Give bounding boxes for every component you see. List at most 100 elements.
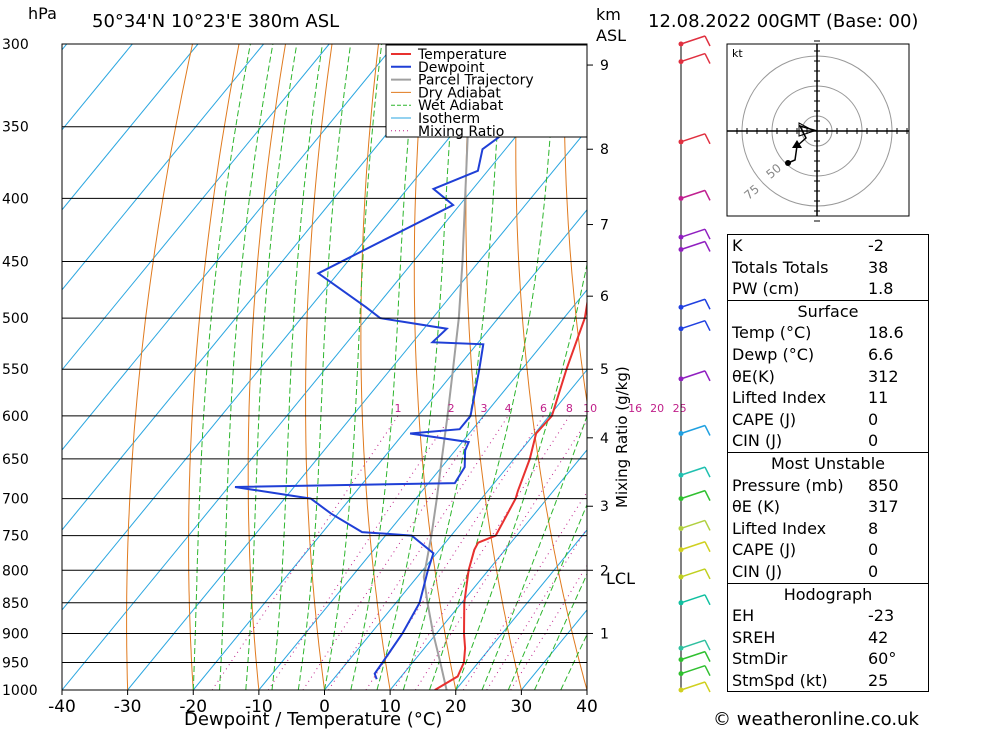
- index-row-totals: Totals Totals 38: [732, 257, 889, 277]
- hodograph-section: Hodograph EH -23 SREH 42 StmDir 60° StmSpd …: [728, 582, 928, 692]
- legend-entry: Parcel Trajectory: [418, 73, 534, 89]
- wind-level-dot: [678, 41, 684, 47]
- wind-barb: [680, 639, 706, 649]
- hodograph-unit-label: kt: [732, 47, 743, 60]
- most-unstable-title: Most Unstable: [771, 453, 885, 473]
- pressure-tick-label: 450: [2, 255, 29, 271]
- wind-barb: [680, 240, 706, 251]
- km-tick-label: 7: [600, 218, 609, 234]
- x-tick-label: 0: [319, 697, 330, 717]
- datetime-title: 12.08.2022 00GMT (Base: 00): [648, 11, 919, 32]
- isotherm-line: [62, 44, 199, 211]
- hodograph-title: Hodograph: [783, 584, 873, 604]
- wind-level-dot: [678, 574, 684, 580]
- wind-barb: [680, 519, 706, 530]
- mixing-ratio-line: [328, 415, 509, 690]
- pressure-tick-label: 950: [2, 655, 29, 671]
- pressure-tick-label: 700: [2, 492, 29, 508]
- wind-barb: [680, 664, 706, 675]
- surface-title: Surface: [797, 301, 859, 321]
- x-tick-label: -40: [48, 697, 76, 717]
- wind-barb-flag: [704, 466, 711, 478]
- wind-level-dot: [678, 246, 684, 252]
- km-tick-label: 4: [600, 431, 609, 447]
- wind-level-dot: [678, 525, 684, 531]
- x-tick-label: -10: [245, 697, 273, 717]
- dry-adiabat-line: [360, 44, 391, 690]
- surface-row: Temp (°C) 18.6: [732, 323, 904, 343]
- mixing-ratio-label: 16: [628, 402, 642, 415]
- x-tick-label: 40: [576, 697, 598, 717]
- wind-barb-flag: [704, 425, 711, 436]
- pressure-tick-label: 300: [2, 37, 29, 53]
- surface-row: CIN (J) 0: [732, 431, 879, 451]
- mixing-ratio-label: 10: [583, 402, 597, 415]
- mixing-ratio-label: 25: [673, 402, 687, 415]
- wind-barb: [680, 594, 706, 604]
- pressure-tick-label: 400: [2, 191, 29, 207]
- isotherm-line: [62, 44, 330, 371]
- wind-barb: [680, 189, 706, 200]
- asl-unit-label: ASL: [596, 26, 627, 45]
- general-indices: K -2 Totals Totals 38 PW (cm) 1.8: [728, 235, 928, 300]
- wind-level-dot: [678, 195, 684, 201]
- wind-level-dot: [678, 645, 684, 651]
- x-tick-label: 10: [379, 697, 401, 717]
- wind-level-dot: [678, 472, 684, 478]
- wind-barb-flag: [704, 190, 711, 201]
- wind-barb-flag: [704, 639, 711, 651]
- wind-barb: [680, 133, 706, 143]
- dry-adiabat-line: [937, 44, 1000, 690]
- isotherm-line: [455, 529, 587, 690]
- wind-barb-flag: [704, 490, 711, 501]
- wind-barb: [680, 228, 706, 238]
- wind-barb: [680, 35, 706, 45]
- surface-row: θE(K) 312: [732, 366, 899, 386]
- pressure-tick-label: 900: [2, 626, 29, 642]
- pressure-tick-label: 600: [2, 409, 29, 425]
- wet-adiabat-line: [507, 503, 587, 690]
- wind-barb: [680, 52, 706, 63]
- hodograph-point: [785, 160, 791, 166]
- wind-barb: [680, 681, 706, 691]
- legend-entry: Mixing Ratio: [418, 124, 504, 140]
- wet-adiabat-line: [271, 44, 323, 690]
- mu-row: CAPE (J) 0: [732, 540, 879, 560]
- surface-section: Surface Temp (°C) 18.6 Dewp (°C) 6.6 θE(K)…: [728, 299, 928, 452]
- mu-row: θE (K) 317: [732, 497, 899, 517]
- wind-barb: [680, 489, 706, 500]
- hodograph-trace: [787, 124, 818, 164]
- mixing-ratio-label: 1: [394, 402, 401, 415]
- wind-barb: [680, 320, 706, 330]
- mixing-ratio-axis-title: Mixing Ratio (g/kg): [613, 366, 631, 508]
- wind-level-dot: [678, 687, 684, 693]
- dry-adiabat-line: [515, 44, 587, 690]
- surface-row: CAPE (J) 0: [732, 409, 879, 429]
- km-tick-label: 8: [600, 142, 609, 158]
- legend-entry: Dewpoint: [418, 60, 485, 76]
- legend-entry: Wet Adiabat: [418, 98, 504, 114]
- wind-level-dot: [678, 431, 684, 437]
- wind-barb-flag: [704, 594, 711, 606]
- copyright-text: © weatheronline.co.uk: [713, 709, 919, 730]
- km-tick-label: 1: [600, 626, 609, 642]
- km-tick-label: 6: [600, 289, 609, 305]
- wind-barb: [680, 298, 706, 308]
- dry-adiabat-line: [983, 44, 1000, 690]
- pressure-tick-label: 550: [2, 362, 29, 378]
- wind-barb-flag: [704, 241, 711, 252]
- surface-row: Lifted Index 11: [732, 388, 889, 408]
- wind-barb: [680, 541, 706, 551]
- isotherm-line: [258, 289, 587, 690]
- wind-level-dot: [678, 59, 684, 65]
- mu-row: Pressure (mb) 850: [732, 475, 899, 495]
- wind-level-dot: [678, 547, 684, 553]
- wind-barb-flag: [704, 520, 711, 531]
- dewpoint-line: [234, 44, 579, 680]
- legend-entry: Dry Adiabat: [418, 85, 501, 101]
- dry-adiabat-line: [247, 44, 286, 690]
- wind-level-dot: [678, 326, 684, 332]
- mixing-ratio-label: 6: [540, 402, 547, 415]
- wind-barb-flag: [704, 298, 711, 310]
